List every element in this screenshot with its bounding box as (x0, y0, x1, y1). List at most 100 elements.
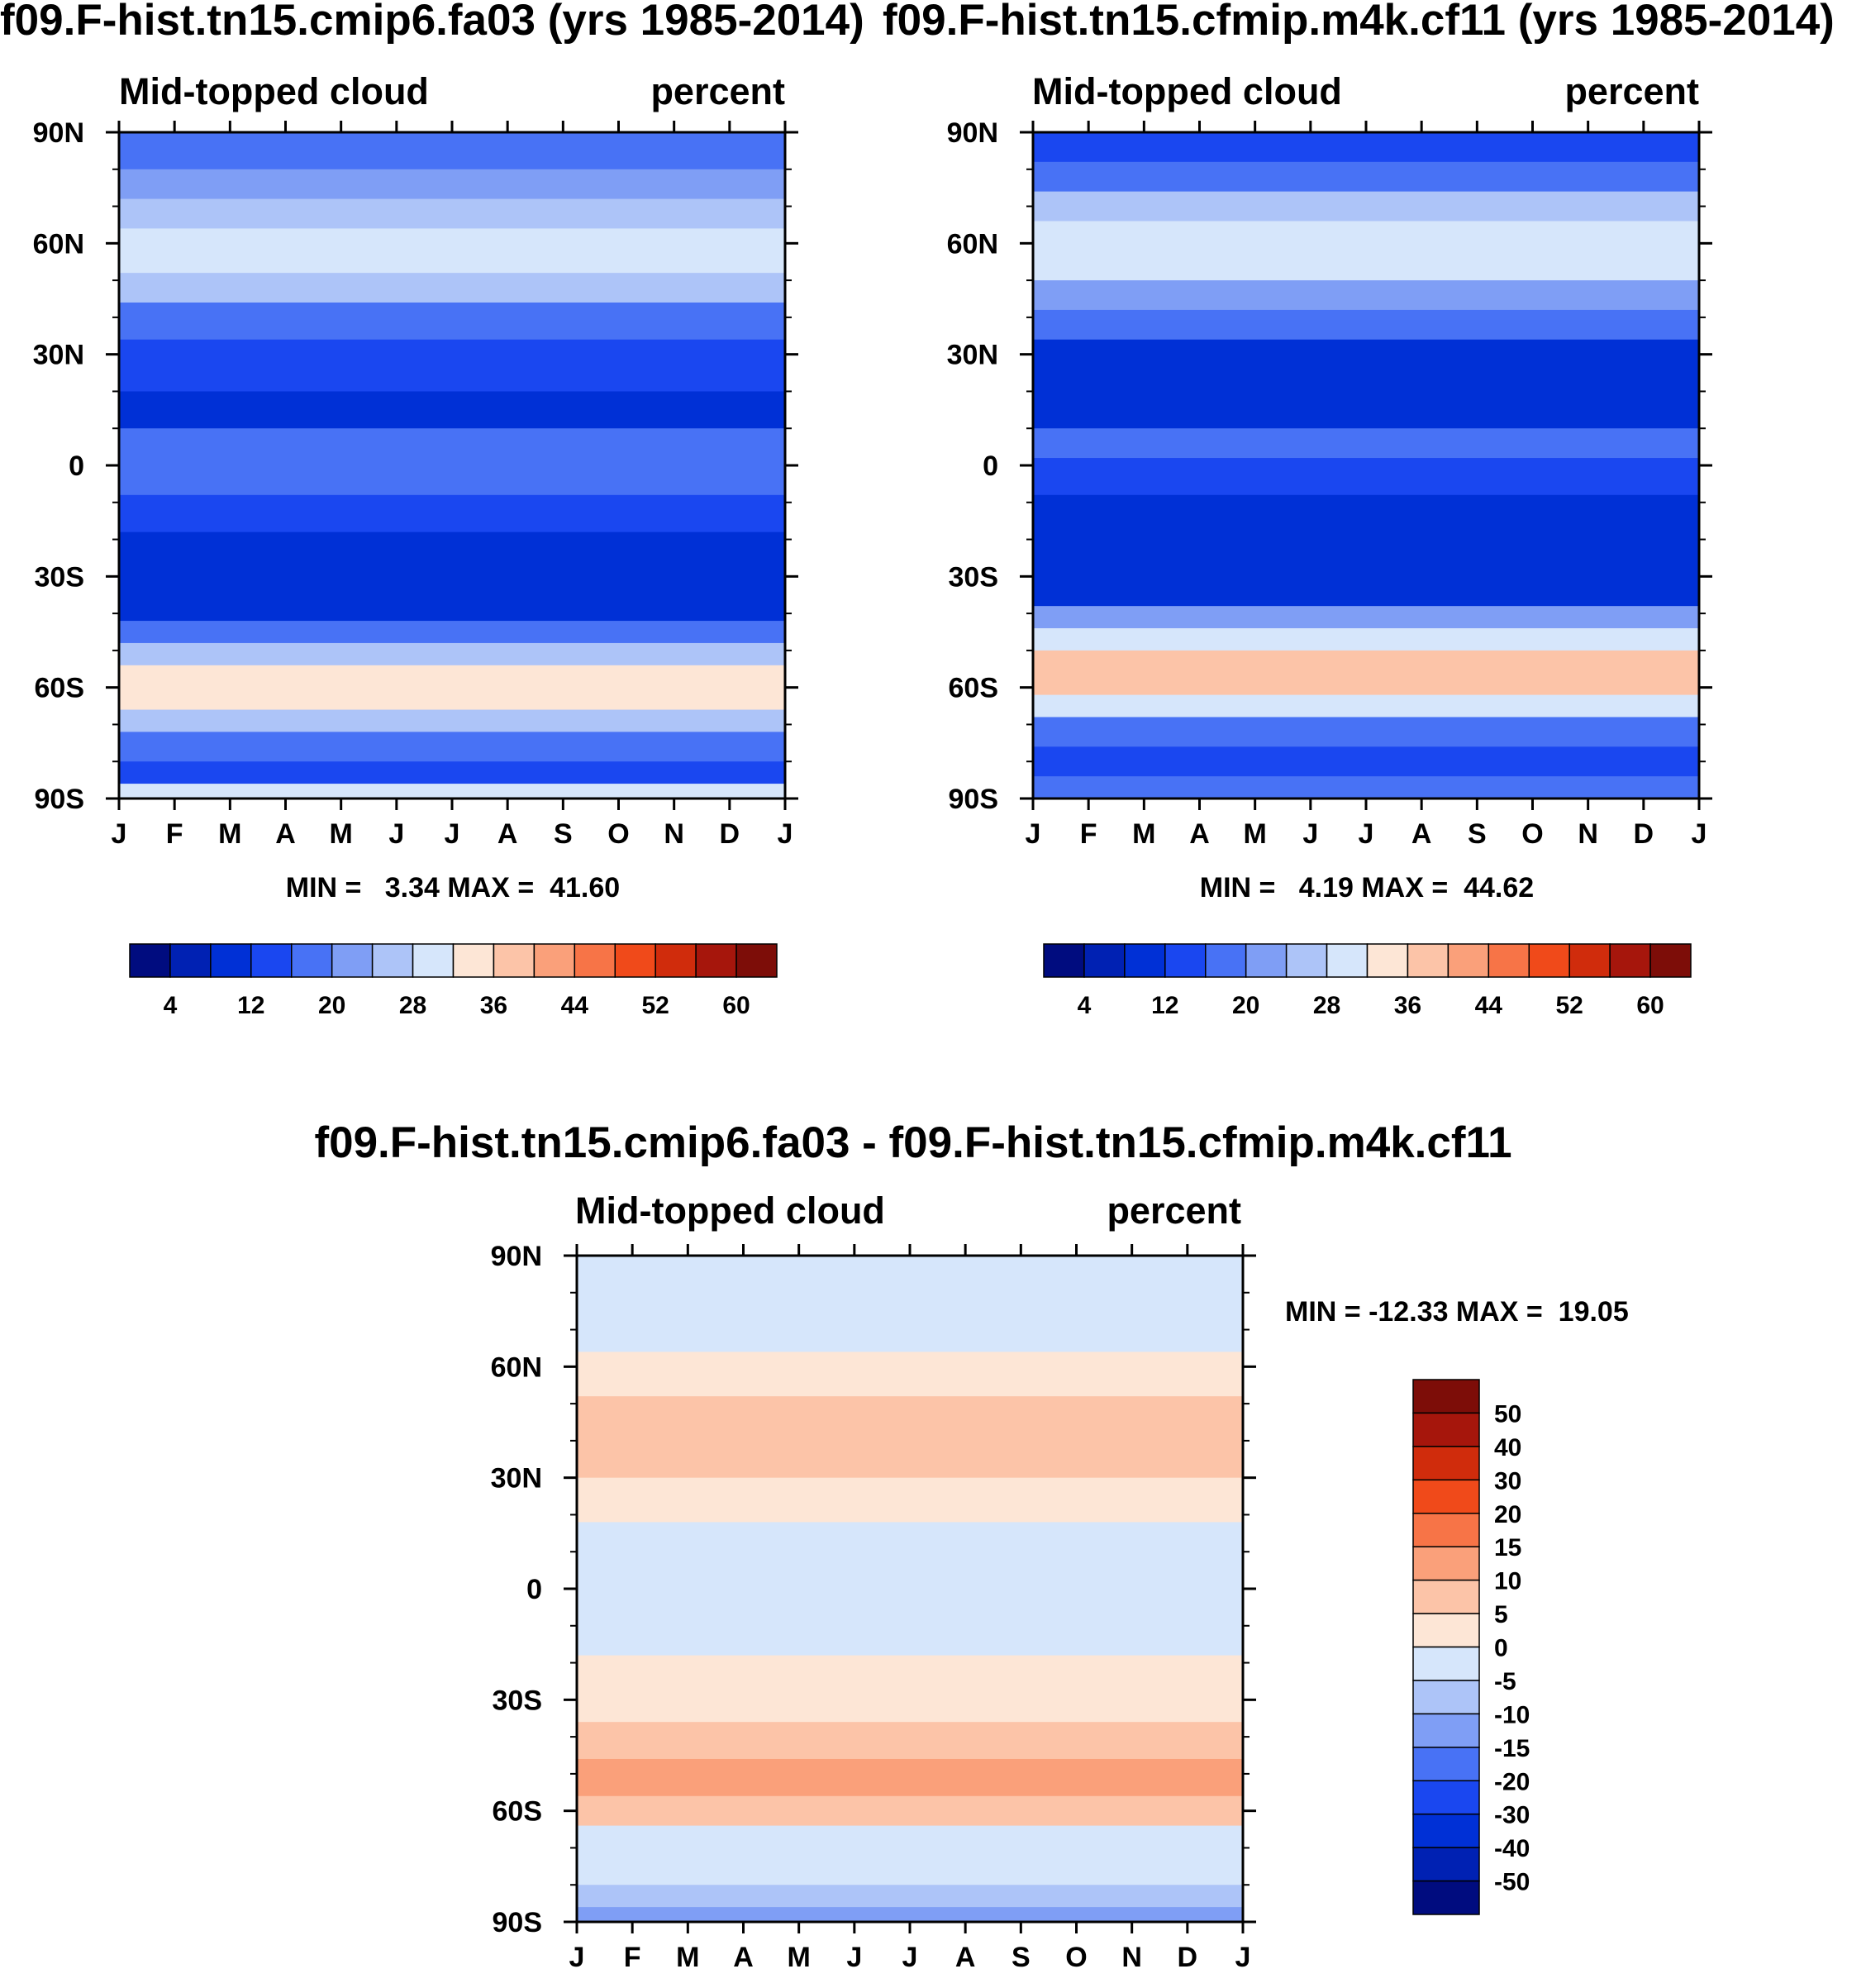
panel-b-band (1033, 717, 1699, 748)
panel-a-colorbar-box (331, 943, 374, 978)
panel-b-band (1033, 532, 1699, 607)
panel-a-band (119, 198, 785, 230)
panel-diff-xtick-label: J (902, 1942, 918, 1973)
panel-a-ytick-label: 60S (35, 673, 85, 704)
panel-diff-colorbar-box (1412, 1680, 1480, 1715)
panel-b-colorbar-label: 12 (1151, 992, 1178, 1019)
panel-diff-xtick-label: M (676, 1942, 699, 1973)
panel-a-stats: MIN = 3.34 MAX = 41.60 (286, 872, 620, 903)
panel-b-colorbar-box (1245, 943, 1288, 978)
panel-diff-xtick-label: N (1121, 1942, 1142, 1973)
panel-a-xtick-label: S (554, 818, 573, 850)
panel-a-band (119, 339, 785, 393)
panel-diff-band (577, 1907, 1243, 1922)
panel-b-band (1033, 458, 1699, 496)
panel-b-band (1033, 339, 1699, 385)
panel-a-colorbar: 4 12 20 28 36 44 52 60 (129, 943, 778, 1019)
panel-b-xtick-label: J (1026, 818, 1041, 850)
panel-a-xtick-label: A (497, 818, 518, 850)
panel-diff-ytick-label: 60N (491, 1352, 542, 1383)
panel-diff-band (577, 1256, 1243, 1353)
panel-b-colorbar-box (1083, 943, 1126, 978)
panel-diff-colorbar-box (1412, 1613, 1480, 1648)
panel-diff-colorbar-label: -40 (1494, 1835, 1530, 1862)
panel-diff-left-label: Mid-topped cloud (575, 1189, 885, 1232)
panel-diff-xtick-label: A (955, 1942, 976, 1973)
panel-a-xtick-label: M (218, 818, 241, 850)
panel-diff-xtick-label: J (846, 1942, 862, 1973)
panel-a-band (119, 665, 785, 711)
panel-diff-band (577, 1885, 1243, 1908)
panel-b-left-label: Mid-topped cloud (1032, 70, 1342, 112)
panel-diff-xtick-label: J (1235, 1942, 1251, 1973)
panel-b-xtick-label: A (1411, 818, 1432, 850)
panel-b-colorbar-box (1649, 943, 1692, 978)
panel-b-colorbar-box (1568, 943, 1611, 978)
panel-a-band (119, 458, 785, 496)
panel-a-band (119, 494, 785, 533)
panel-diff-colorbar-box (1412, 1780, 1480, 1815)
panel-b-band (1033, 161, 1699, 193)
panel-a-ytick-label: 60N (33, 228, 84, 260)
panel-a-colorbar-box (574, 943, 616, 978)
panel-b-colorbar-box (1205, 943, 1247, 978)
panel-b-colorbar-box (1124, 943, 1166, 978)
panel-b-colorbar-label: 44 (1475, 992, 1503, 1019)
panel-diff-ytick-label: 30N (491, 1463, 542, 1495)
panel-a-xtick-label: F (166, 818, 183, 850)
panel-b-colorbar-box (1407, 943, 1449, 978)
panel-b-colorbar-label: 60 (1636, 992, 1664, 1019)
panel-b-colorbar-box (1164, 943, 1207, 978)
panel-a-band (119, 228, 785, 274)
panel-a-xtick-label: A (275, 818, 296, 850)
panel-diff-ytick-label: 90S (493, 1907, 543, 1938)
panel-diff-colorbar-box (1412, 1880, 1480, 1915)
panel-diff-colorbar-label: 5 (1494, 1601, 1508, 1628)
panel-diff-band (577, 1825, 1243, 1886)
panel-diff-band (577, 1655, 1243, 1723)
panel-b-xtick-label: M (1132, 818, 1155, 850)
panel-b-ytick-label: 60N (947, 228, 998, 260)
panel-b-band (1033, 650, 1699, 696)
panel-a-colorbar-box (614, 943, 656, 978)
panel-a-colorbar-label: 28 (399, 992, 426, 1019)
panel-a-colorbar-label: 4 (164, 992, 178, 1019)
panel-diff-ticks: J F M A M J J A S O N D J 90N 60N 30N 0 30S 60S 90S (491, 1241, 1256, 1973)
panel-a-right-label: percent (650, 70, 785, 112)
panel-b-xtick-label: N (1578, 818, 1598, 850)
panel-a-xtick-label: D (720, 818, 740, 850)
panel-a-band (119, 169, 785, 200)
panel-diff-xtick-label: S (1012, 1942, 1031, 1973)
panel-diff-colorbar-label: -5 (1494, 1668, 1516, 1695)
panel-a-xtick-label: J (112, 818, 127, 850)
panel-b-stats: MIN = 4.19 MAX = 44.62 (1200, 872, 1534, 903)
panel-b-ytick-label: 60S (949, 673, 999, 704)
panel-b-ytick-label: 30S (949, 561, 999, 593)
panel-diff-colorbar-label: -30 (1494, 1802, 1530, 1829)
panel-a-colorbar-label: 12 (237, 992, 264, 1019)
panel-a-ticks: J F M A M J J A S O N D J 90N 60N 30N 0 30S 60S 90S (33, 117, 798, 850)
panel-diff-title: f09.F-hist.tn15.cmip6.fa03 - f09.F-hist.… (314, 1118, 1511, 1167)
panel-b-ytick-label: 30N (947, 340, 998, 371)
panel-b-field (1033, 132, 1699, 799)
panel-b-colorbar-label: 28 (1313, 992, 1340, 1019)
panel-b-colorbar-label: 36 (1394, 992, 1421, 1019)
panel-diff-colorbar-label: 40 (1494, 1434, 1521, 1461)
panel-b-xtick-label: O (1521, 818, 1543, 850)
panel-a-band (119, 621, 785, 644)
panel-b-xtick-label: A (1189, 818, 1210, 850)
panel-a-colorbar-box (533, 943, 576, 978)
panel-b-ticks: J F M A M J J A S O N D J 90N 60N 30N 0 30S 60S 90S (947, 117, 1712, 850)
panel-a-band (119, 273, 785, 303)
panel-a-colorbar-box (371, 943, 414, 978)
panel-diff-colorbar-box (1412, 1847, 1480, 1882)
panel-diff-xtick-label: A (733, 1942, 754, 1973)
panel-diff-colorbar-label: 0 (1494, 1635, 1508, 1662)
panel-b-xtick-label: D (1634, 818, 1654, 850)
panel-a-colorbar-box (210, 943, 252, 978)
panel-a-xtick-label: M (330, 818, 353, 850)
panel-diff-band (577, 1522, 1243, 1657)
panel-a-band (119, 732, 785, 763)
